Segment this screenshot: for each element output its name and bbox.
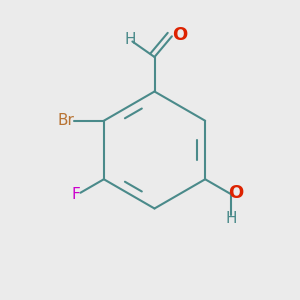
Text: Br: Br [58, 113, 75, 128]
Text: O: O [228, 184, 243, 202]
Text: H: H [225, 211, 237, 226]
Text: H: H [124, 32, 136, 46]
Text: O: O [172, 26, 187, 44]
Text: F: F [72, 187, 80, 202]
